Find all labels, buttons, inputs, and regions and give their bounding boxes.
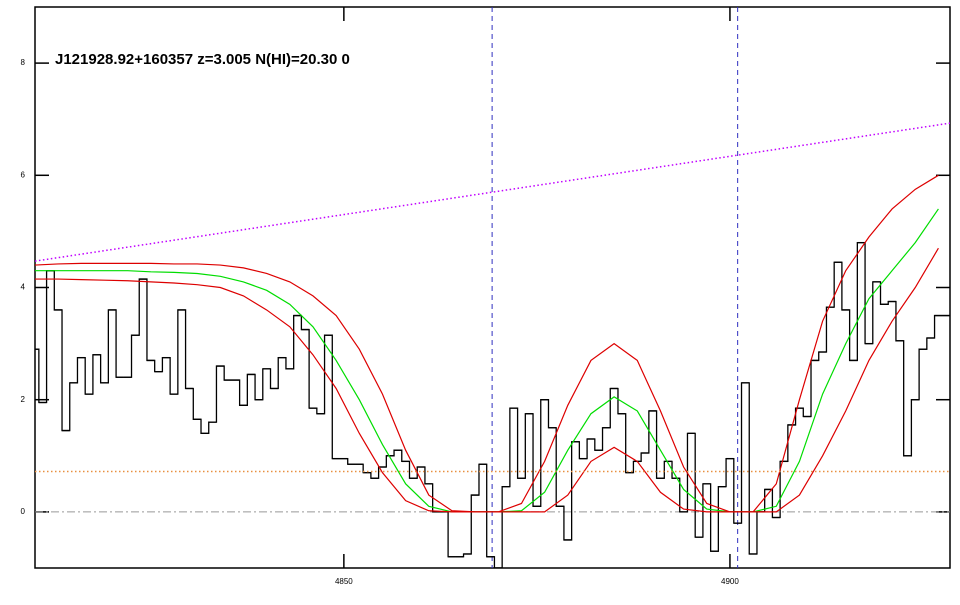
lower-line [35,247,939,513]
upper-line [35,174,939,513]
x-tick-label: 4850 [335,577,353,586]
chart-title: J121928.92+160357 z=3.005 N(HI)=20.30 0 [55,51,350,68]
y-tick-label: 8 [21,58,26,67]
y-tick-label: 4 [21,283,26,292]
x-tick-label: 4900 [721,577,739,586]
flux-risers [35,241,950,568]
y-tick-label: 0 [21,507,26,516]
y-tick-label: 6 [21,170,26,179]
y-tick-label: 2 [21,395,26,404]
